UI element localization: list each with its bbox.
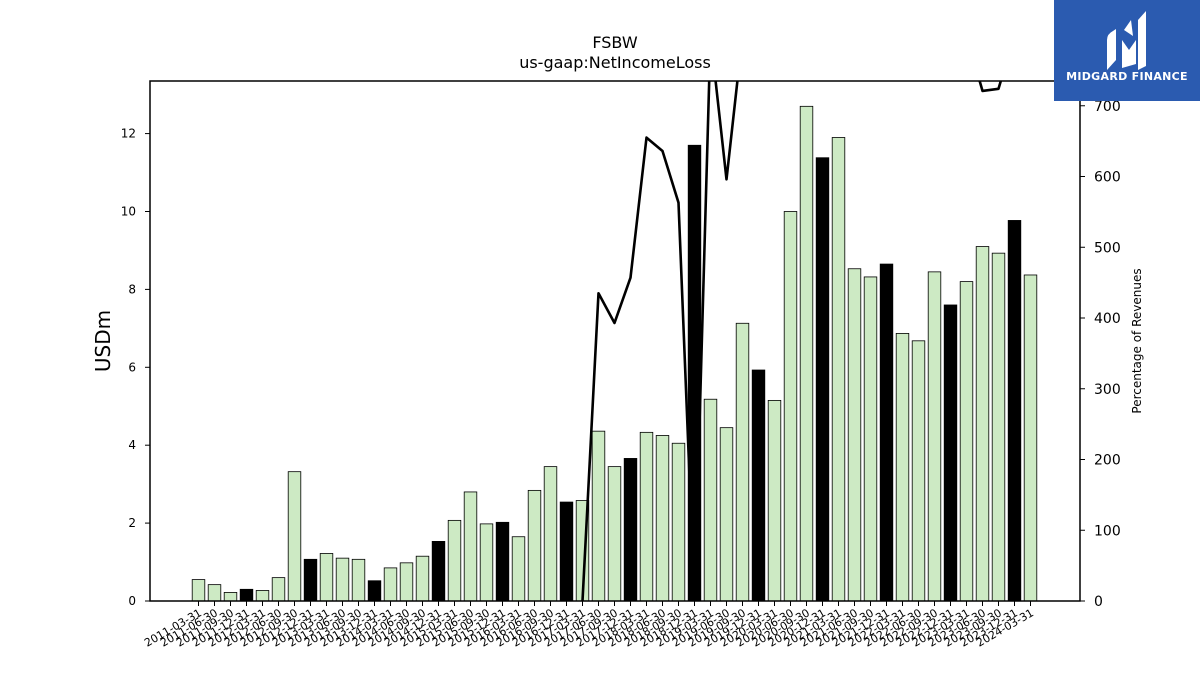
bar-2024-03-31	[1023, 274, 1038, 602]
bar-2019-12-31	[751, 369, 766, 602]
bar-2015-06-30	[463, 491, 478, 602]
bar-2014-06-30	[399, 562, 414, 602]
bar-2017-12-31	[623, 458, 638, 602]
bar-2021-06-30	[847, 268, 862, 602]
line-series	[581, 81, 1003, 601]
bar-2018-03-31	[639, 431, 654, 602]
bar-2014-03-31	[383, 567, 398, 602]
y-axis-label: USDm	[91, 310, 115, 372]
bar-group	[191, 105, 1038, 602]
bar-2019-06-30	[719, 427, 734, 602]
y2-tick-label: 400	[1094, 311, 1121, 327]
y2-tick-label: 100	[1094, 523, 1121, 539]
bar-2018-12-31	[687, 144, 702, 602]
bar-2019-03-31	[703, 398, 718, 602]
bar-2012-12-31	[303, 558, 318, 602]
bar-2016-03-31	[511, 536, 526, 602]
bar-2013-03-31	[319, 553, 334, 602]
bar-2021-12-31	[879, 263, 894, 602]
bar-2020-06-30	[783, 211, 798, 602]
bar-2016-12-31	[559, 501, 574, 602]
y-axis-right: 0 100 200 300 400 500 600 700	[1080, 99, 1121, 610]
y-axis-left: 0 2 4 6 8 10 12	[121, 127, 150, 608]
bar-2014-09-30	[415, 555, 430, 602]
y-tick-label: 0	[128, 594, 136, 608]
brand-logo: MIDGARD FINANCE	[1054, 0, 1200, 101]
bar-2022-03-31	[895, 332, 910, 602]
chart-subtitle: us-gaap:NetIncomeLoss	[519, 53, 711, 72]
y-tick-label: 2	[128, 516, 136, 530]
y2-tick-label: 600	[1094, 170, 1121, 186]
bar-2021-03-31	[831, 137, 846, 602]
line-group	[581, 81, 1003, 601]
bar-2013-09-30	[351, 558, 366, 602]
bar-2020-03-31	[767, 399, 782, 602]
bar-2011-06-30	[207, 584, 222, 602]
bar-2015-09-30	[479, 523, 494, 602]
bar-2022-06-30	[911, 340, 926, 602]
bar-2015-03-31	[447, 519, 462, 602]
bar-2012-03-31	[255, 590, 270, 602]
bar-2011-12-31	[239, 588, 254, 602]
bar-2016-06-30	[527, 489, 542, 602]
bar-2015-12-31	[495, 521, 510, 602]
x-axis: 2011-03-312011-06-302011-09-302011-12-31…	[142, 601, 1036, 650]
bar-2013-06-30	[335, 557, 350, 602]
bar-2022-09-30	[927, 271, 942, 602]
bar-2014-12-31	[431, 541, 446, 602]
bar-2018-06-30	[655, 435, 670, 602]
bar-2011-03-31	[191, 579, 206, 602]
bar-2023-09-30	[991, 252, 1006, 602]
bar-2020-12-31	[815, 157, 830, 602]
chart-title: FSBW	[592, 33, 637, 52]
bar-2020-09-30	[799, 105, 814, 602]
y-tick-label: 6	[128, 360, 136, 374]
logo-mark-icon	[1107, 11, 1146, 70]
bar-2018-09-30	[671, 442, 686, 602]
bar-2021-09-30	[863, 276, 878, 602]
bar-2019-09-30	[735, 322, 750, 602]
y-tick-label: 8	[128, 282, 136, 296]
bar-2013-12-31	[367, 580, 382, 602]
y2-tick-label: 700	[1094, 99, 1121, 115]
bar-2017-09-30	[607, 466, 622, 602]
y-tick-label: 12	[121, 127, 136, 141]
bar-2012-06-30	[271, 577, 286, 602]
bar-2016-09-30	[543, 466, 558, 602]
y2-tick-label: 500	[1094, 240, 1121, 256]
bar-2011-09-30	[223, 592, 238, 602]
logo-text: MIDGARD FINANCE	[1066, 70, 1188, 83]
y2-axis-label: Percentage of Revenues	[1130, 268, 1144, 413]
y2-tick-label: 0	[1094, 594, 1103, 610]
bar-2012-09-30	[287, 471, 302, 602]
y2-tick-label: 300	[1094, 382, 1121, 398]
bar-2023-12-31	[1007, 220, 1022, 602]
bar-2022-12-31	[943, 304, 958, 602]
bar-2023-06-30	[975, 246, 990, 602]
bar-2023-03-31	[959, 281, 974, 602]
y-tick-label: 4	[128, 438, 136, 452]
y2-tick-label: 200	[1094, 453, 1121, 469]
bar-2017-06-30	[591, 430, 606, 602]
y-tick-label: 10	[121, 204, 136, 218]
